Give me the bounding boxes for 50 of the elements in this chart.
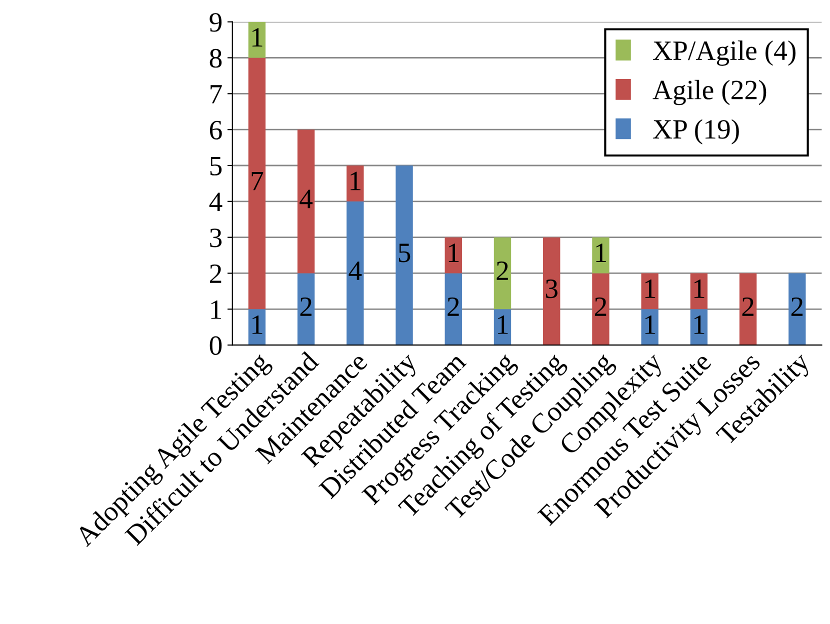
data-label: 1	[252, 315, 262, 334]
bar	[641, 309, 658, 346]
data-label: 1	[448, 244, 459, 262]
bar	[788, 273, 806, 346]
bar	[346, 201, 364, 346]
bar	[248, 58, 266, 310]
y-tick-label: 5	[210, 156, 222, 176]
bar	[690, 273, 708, 310]
data-label: 1	[596, 244, 606, 262]
data-label: 2	[448, 297, 459, 316]
bar	[739, 273, 757, 346]
y-tick-label: 9	[210, 13, 222, 32]
legend-label: XP/Agile (4)	[653, 40, 796, 66]
bar	[346, 166, 364, 202]
data-label: 1	[694, 315, 704, 334]
data-label: 1	[694, 280, 704, 298]
legend-label: Agile (22)	[652, 80, 766, 106]
y-tick-label: 8	[210, 48, 222, 68]
bar	[592, 273, 610, 346]
data-label: 1	[498, 315, 508, 334]
data-label: 7	[252, 172, 264, 190]
data-label: 1	[645, 280, 656, 298]
data-label: 5	[398, 244, 410, 262]
y-tick-label: 3	[210, 228, 222, 248]
bar	[444, 273, 462, 346]
bar	[297, 273, 315, 346]
bar	[297, 130, 315, 274]
data-label: 2	[496, 262, 508, 280]
data-label: 3	[546, 279, 558, 298]
data-label: 1	[252, 28, 262, 46]
y-tick-label: 1	[211, 300, 222, 319]
y-tick-label: 4	[209, 192, 222, 212]
data-label: 2	[300, 297, 312, 316]
data-label: 4	[348, 262, 362, 280]
data-label: 1	[350, 172, 360, 190]
bar	[543, 237, 560, 346]
data-label: 4	[300, 190, 313, 208]
data-label: 2	[594, 297, 606, 316]
y-tick-label: 7	[210, 85, 222, 104]
data-label: 1	[645, 315, 656, 334]
y-tick-label: 6	[210, 120, 222, 140]
bar	[641, 273, 658, 310]
bar	[592, 237, 610, 274]
legend-label: XP (19)	[653, 119, 739, 144]
data-label: 2	[742, 297, 754, 316]
y-tick-label: 2	[210, 264, 222, 283]
data-label: 2	[791, 297, 803, 316]
bar	[248, 22, 266, 58]
bar	[494, 237, 512, 310]
bar	[396, 166, 413, 346]
